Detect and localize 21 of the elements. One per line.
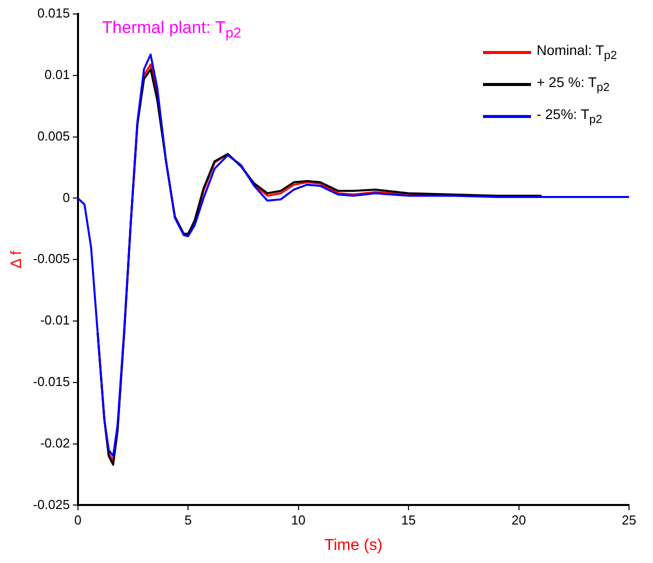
y-tick-label: 0.01 (44, 66, 70, 82)
x-tick-label: 20 (512, 512, 526, 528)
y-tick-label: 0.005 (37, 128, 70, 144)
x-axis-title: Time (s) (324, 536, 382, 554)
y-tick-label: 0.015 (37, 6, 70, 21)
x-tick-label: 15 (401, 512, 416, 528)
chart-title: Thermal plant: T$_{p2}$ (102, 18, 242, 42)
y-tick-label: -0.015 (32, 374, 70, 389)
y-tick-label: -0.005 (32, 251, 70, 266)
legend-label: - 25%: T$_{p2}$ (536, 106, 602, 126)
y-tick-label: 0 (62, 190, 70, 205)
legend-label: + 25 %: T$_{p2}$ (536, 74, 610, 94)
x-tick-label: 5 (184, 512, 192, 528)
y-tick-label: -0.02 (40, 435, 70, 450)
y-tick-label: -0.01 (40, 312, 70, 328)
legend-label: Nominal: T$_{p2}$ (536, 42, 617, 62)
x-tick-label: 25 (622, 512, 636, 528)
x-tick-label: 0 (74, 512, 82, 528)
y-axis-title: Δ f (8, 250, 26, 268)
y-tick-label: -0.025 (32, 496, 70, 512)
x-tick-label: 10 (291, 512, 306, 528)
